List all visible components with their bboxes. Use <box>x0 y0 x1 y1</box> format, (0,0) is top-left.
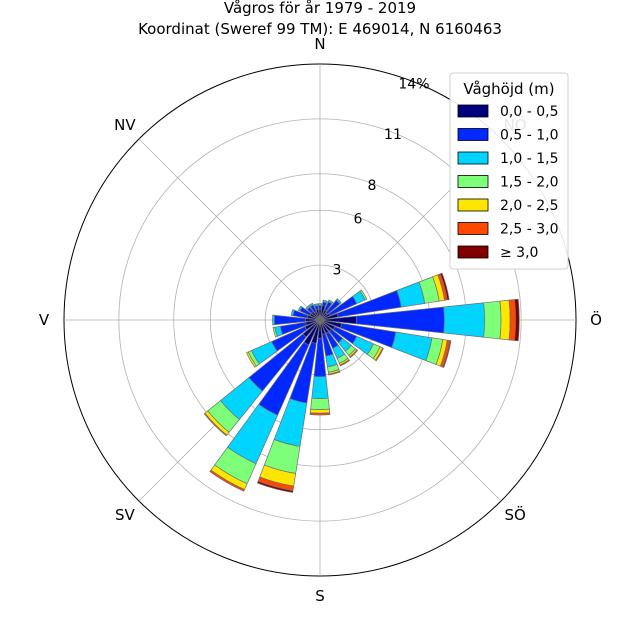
wind-bar-segment <box>313 303 319 307</box>
radial-tick-label: 3 <box>333 262 342 278</box>
wind-bar-segment <box>483 300 502 340</box>
legend: Våghöjd (m) 0,0 - 0,5 0,5 - 1,0 1,0 - 1,5 1,… <box>449 72 569 270</box>
wind-bar-segment <box>391 331 433 362</box>
legend-label: 0,5 - 1,0 <box>500 128 558 144</box>
legend-box <box>449 72 569 270</box>
legend-label: 1,0 - 1,5 <box>500 151 558 167</box>
direction-label: SV <box>115 506 136 524</box>
wind-bar-segment <box>309 408 331 414</box>
wind-bar-segment <box>335 298 342 305</box>
radial-tick-label: 6 <box>354 212 363 228</box>
legend-swatch <box>457 175 489 188</box>
legend-swatch <box>457 198 489 212</box>
legend-label: 1,5 - 2,0 <box>500 175 558 191</box>
legend-swatch <box>457 128 489 141</box>
wind-bar-segment <box>203 412 228 437</box>
direction-label: SÖ <box>504 505 525 524</box>
legend-label: 2,5 - 3,0 <box>500 222 558 238</box>
legend-label: ≥ 3,0 <box>500 245 538 261</box>
direction-label: V <box>39 311 50 329</box>
legend-title: Våghöjd (m) <box>463 80 554 98</box>
wind-bar-segment <box>327 299 334 305</box>
wind-bar-segment <box>246 351 257 368</box>
wind-bar-segment <box>272 314 275 326</box>
axis-labels: NNVVSVSSÖÖNÖ3681114% <box>39 35 602 605</box>
wind-bar-segment <box>349 349 359 359</box>
wind-bar-segment <box>499 299 511 341</box>
wind-bar-segment <box>318 305 322 310</box>
wind-bar-segment <box>339 359 351 367</box>
wind-bar-segment <box>308 302 314 308</box>
wind-bar-segment <box>514 298 520 342</box>
radial-tick-label: 11 <box>384 127 402 143</box>
direction-label: Ö <box>590 310 602 329</box>
grid-spoke <box>138 138 321 321</box>
wind-bar-segment <box>359 289 368 301</box>
wind-bar-segment <box>328 370 341 376</box>
wind-bar-segment <box>290 309 295 317</box>
wind-bar-segment <box>256 480 294 493</box>
direction-label: N <box>314 35 325 53</box>
wind-bar-segment <box>442 340 452 368</box>
radial-tick-label: 14% <box>398 76 429 92</box>
legend-swatch <box>457 151 489 165</box>
wind-bar-segment <box>209 469 245 492</box>
wind-bar-segment <box>317 303 323 306</box>
legend-label: 2,0 - 2,5 <box>500 198 558 214</box>
wind-bar-segment <box>508 299 517 341</box>
wind-bar-segment <box>310 397 330 410</box>
wind-bar-segment <box>443 302 485 338</box>
legend-swatch <box>457 222 489 235</box>
legend-label: 0,0 - 0,5 <box>500 104 558 120</box>
wind-bar-segment <box>374 347 384 362</box>
legend-swatch <box>457 245 489 259</box>
chart-subtitle: Koordinat (Sweref 99 TM): E 469014, N 61… <box>138 20 502 38</box>
radial-tick-label: 8 <box>368 178 377 194</box>
wind-bar-segment <box>322 299 328 304</box>
direction-label: S <box>315 587 325 605</box>
direction-label: NV <box>114 116 136 134</box>
wind-bar-segment <box>309 412 331 416</box>
wind-bar-segment <box>272 326 278 338</box>
wind-bar-segment <box>311 375 329 399</box>
wind-bar-segment <box>297 305 303 312</box>
wind-rose-bars <box>203 272 520 493</box>
chart-title: Vågros för år 1979 - 2019 <box>224 0 416 17</box>
wind-bar-segment <box>439 272 450 301</box>
legend-swatch <box>457 104 489 118</box>
wind-bar-segment <box>305 305 311 311</box>
